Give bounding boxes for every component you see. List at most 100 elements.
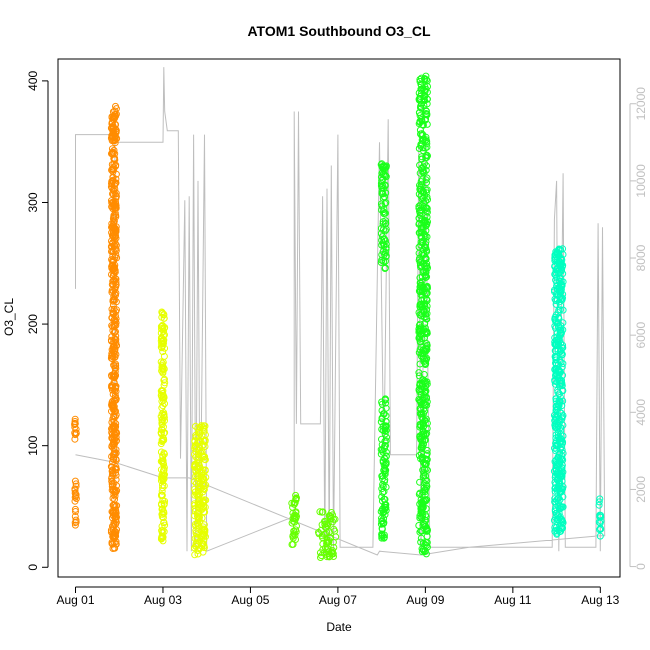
o3-point	[423, 297, 431, 304]
o3-point	[381, 430, 389, 438]
o3-point	[552, 336, 560, 344]
o3-point	[71, 505, 79, 513]
o3-point	[416, 209, 424, 217]
o3-point	[420, 440, 427, 448]
o3-point	[415, 372, 423, 380]
o3-point	[419, 188, 427, 196]
o3-point	[157, 440, 165, 448]
o3-point	[552, 300, 560, 308]
y2-tick-label: 12000	[634, 87, 648, 121]
o3-point	[198, 540, 206, 547]
o3-point	[382, 418, 390, 425]
o3-point	[419, 497, 427, 505]
o3-point	[157, 466, 165, 474]
o3-point	[109, 467, 117, 475]
o3-point	[417, 178, 425, 186]
o3-point	[110, 131, 118, 139]
o3-point	[378, 514, 385, 522]
o3-point	[418, 277, 426, 285]
o3-point	[418, 288, 426, 296]
o3-point	[161, 379, 169, 387]
o3-point	[110, 412, 118, 420]
o3-point	[112, 342, 120, 350]
o3-point	[109, 202, 117, 210]
y2-tick-label: 10000	[634, 164, 648, 198]
o3-point	[111, 387, 119, 395]
o3-point	[325, 528, 333, 536]
o3-point	[109, 501, 117, 509]
o3-point	[381, 265, 389, 272]
o3-point	[552, 402, 560, 410]
o3-point	[421, 361, 429, 368]
y2-tick-label: 0	[634, 563, 648, 570]
o3-point	[420, 465, 428, 473]
o3-point	[423, 282, 431, 290]
o3-point	[110, 166, 118, 174]
o3-point	[108, 477, 116, 485]
x-tick-label: Aug 05	[231, 593, 269, 607]
o3-point	[416, 514, 424, 522]
o3-point	[558, 477, 566, 485]
o3-point	[201, 443, 209, 450]
o3-point	[201, 508, 209, 516]
o3-point	[554, 340, 562, 348]
o3-point	[288, 519, 296, 527]
o3-point	[557, 435, 565, 443]
o3-point	[417, 224, 425, 232]
o3-point	[418, 310, 426, 318]
o3-point	[555, 367, 563, 374]
o3-point	[110, 370, 118, 378]
plot-frame	[57, 58, 621, 578]
o3-point	[551, 262, 559, 270]
chart-title: ATOM1 Southbound O3_CL	[247, 23, 430, 39]
o3-point	[110, 127, 118, 135]
o3-point	[415, 96, 423, 104]
o3-point	[198, 514, 206, 522]
o3-point	[107, 463, 115, 471]
o3-point	[416, 211, 424, 219]
o3-point	[71, 521, 79, 529]
o3-point	[416, 181, 423, 189]
o3-point	[159, 481, 166, 489]
y2-tick-label: 8000	[634, 244, 648, 271]
x-tick-label: Aug 13	[581, 593, 619, 607]
o3-point	[108, 470, 116, 478]
o3-point	[556, 336, 564, 344]
o3-point	[160, 392, 168, 400]
o3-point	[420, 203, 428, 211]
o3-point	[71, 485, 79, 493]
o3-point	[381, 478, 388, 486]
o3-point	[417, 80, 425, 88]
o3-point	[421, 320, 429, 327]
o3-point	[159, 358, 167, 366]
o3-point	[381, 257, 389, 265]
y2-tick-label: 6000	[634, 321, 648, 348]
x-tick-label: Aug 11	[494, 593, 531, 607]
o3-point	[381, 227, 389, 235]
o3-point	[416, 478, 424, 486]
o3-point	[195, 501, 203, 509]
o3-point	[191, 551, 199, 559]
o3-point	[113, 513, 120, 521]
o3-point	[158, 308, 166, 316]
o3-point	[109, 494, 117, 502]
o3-point	[325, 553, 333, 561]
o3-point	[157, 337, 165, 345]
o3-point	[382, 399, 389, 407]
o3-point	[557, 288, 565, 296]
o3-point	[380, 533, 388, 541]
o3-point	[71, 519, 79, 527]
o3-point	[421, 486, 429, 494]
o3-point	[382, 442, 389, 449]
o3-point	[556, 393, 564, 401]
o3-point	[161, 375, 168, 383]
o3-point	[555, 494, 563, 502]
o3-point	[111, 267, 119, 275]
o3-point	[417, 422, 425, 430]
o3-point	[159, 537, 167, 545]
o3-point	[71, 489, 79, 497]
o3-point	[158, 491, 166, 499]
o3-point	[378, 206, 386, 214]
o3-point	[423, 120, 431, 128]
o3-point	[316, 508, 324, 516]
